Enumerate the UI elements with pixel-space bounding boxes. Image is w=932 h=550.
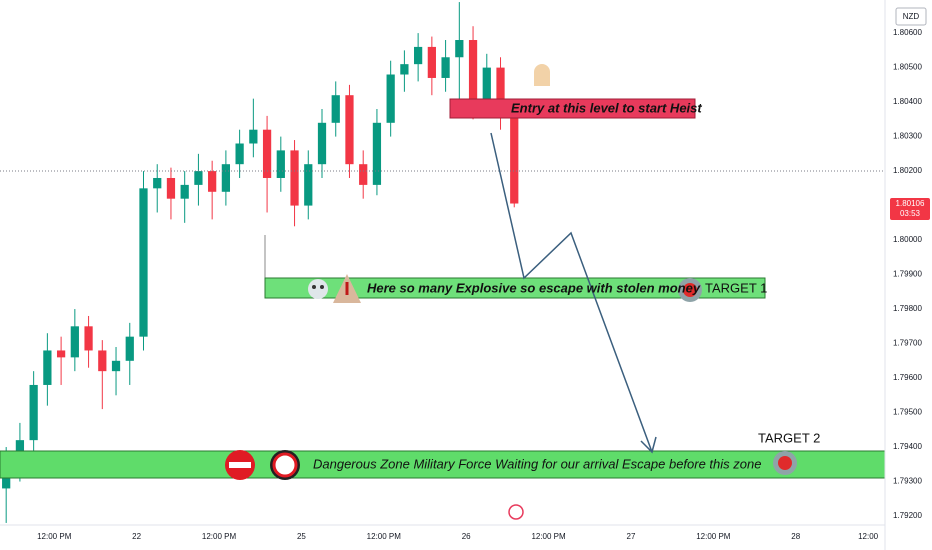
- currency-box: [895, 7, 927, 26]
- x-tick-label: 12:00 PM: [202, 532, 237, 541]
- candle-body: [345, 95, 354, 165]
- x-tick-label: 27: [627, 532, 636, 541]
- skull-eye: [312, 285, 316, 289]
- y-tick-label: 1.80000: [893, 235, 922, 244]
- candle-body: [221, 164, 231, 192]
- candle-body: [372, 122, 382, 185]
- zone1-text: Here so many Explosive so escape with st…: [367, 280, 701, 295]
- x-tick-label: 25: [297, 532, 306, 541]
- target1-text: TARGET 1: [705, 280, 767, 295]
- x-tick-label: 12:00 PM: [37, 532, 72, 541]
- flash-icon: [508, 504, 524, 520]
- y-tick-label: 1.80200: [893, 166, 922, 175]
- candle-body: [166, 177, 176, 199]
- y-tick-label: 1.80600: [893, 28, 922, 37]
- candle-body: [331, 95, 340, 123]
- x-tick-label: 12:00 PM: [531, 532, 566, 541]
- currency-label: NZD: [903, 12, 920, 21]
- candle-body: [208, 171, 217, 192]
- target1-zone: [264, 277, 766, 299]
- candle-body: [400, 64, 409, 75]
- x-tick-label: 12:00: [858, 532, 879, 541]
- arrow-head: [640, 436, 657, 454]
- target2-text: TARGET 2: [758, 430, 820, 445]
- candle-body: [180, 184, 189, 199]
- candle-body: [139, 188, 148, 337]
- candle-body: [194, 171, 203, 185]
- candle-body: [153, 177, 162, 189]
- candle-body: [235, 143, 244, 165]
- candle-body: [290, 150, 299, 206]
- candle-body: [468, 40, 478, 103]
- no-pedestrian-ring: [272, 452, 298, 478]
- y-tick-label: 1.79900: [893, 270, 922, 279]
- entry-zone: [449, 98, 696, 119]
- x-tick-label: 26: [462, 532, 471, 541]
- skull-eye: [320, 285, 324, 289]
- candle-body: [98, 350, 107, 372]
- target-icon-inner: [778, 456, 792, 470]
- y-tick-label: 1.80400: [893, 97, 922, 106]
- candle-body: [359, 164, 368, 185]
- candle-body: [510, 109, 519, 204]
- y-tick-label: 1.79700: [893, 339, 922, 348]
- y-tick-label: 1.79200: [893, 511, 922, 520]
- candle-body: [249, 129, 258, 144]
- countdown-text: 03:53: [900, 209, 921, 218]
- candle-body: [56, 350, 66, 358]
- candle-body: [496, 67, 505, 110]
- y-tick-label: 1.80500: [893, 63, 922, 72]
- candle-body: [262, 129, 272, 178]
- x-tick-label: 12:00 PM: [696, 532, 731, 541]
- hand-icon: [534, 64, 550, 86]
- warning-mark: [345, 282, 349, 295]
- x-tick-label: 12:00 PM: [367, 532, 402, 541]
- candle-body: [414, 46, 423, 65]
- candle-body: [427, 46, 436, 78]
- zone2-text: Dangerous Zone Military Force Waiting fo…: [313, 456, 761, 471]
- path-arrow: [490, 132, 653, 453]
- entry-text: Entry at this level to start Heist: [511, 100, 702, 115]
- y-tick-label: 1.79300: [893, 477, 922, 486]
- target-icon-inner: [683, 283, 697, 297]
- candle-body: [386, 74, 395, 123]
- candle-body: [441, 57, 450, 78]
- x-tick-label: 28: [791, 532, 800, 541]
- price-tag: [890, 198, 930, 220]
- candle-body: [84, 326, 93, 351]
- y-tick-label: 1.79400: [893, 442, 922, 451]
- no-entry-bar: [229, 462, 251, 468]
- y-tick-label: 1.79600: [893, 373, 922, 382]
- candle-body: [455, 40, 464, 58]
- candle-body: [276, 150, 285, 178]
- y-tick-label: 1.80300: [893, 132, 922, 141]
- candle-body: [70, 326, 79, 358]
- x-tick-label: 22: [132, 532, 141, 541]
- candle-body: [304, 164, 313, 206]
- y-tick-label: 1.79500: [893, 408, 922, 417]
- plot-area: [2, 2, 519, 523]
- price-tag-text: 1.80106: [896, 199, 925, 208]
- y-axis-panel: [885, 0, 932, 550]
- candle-body: [125, 336, 134, 361]
- candle-body: [43, 350, 52, 385]
- candle-body: [317, 122, 327, 165]
- skull-icon: [308, 279, 328, 299]
- y-tick-label: 1.79800: [893, 304, 922, 313]
- candle-body: [111, 360, 121, 372]
- candle-body: [482, 67, 491, 103]
- candle-body: [29, 384, 38, 441]
